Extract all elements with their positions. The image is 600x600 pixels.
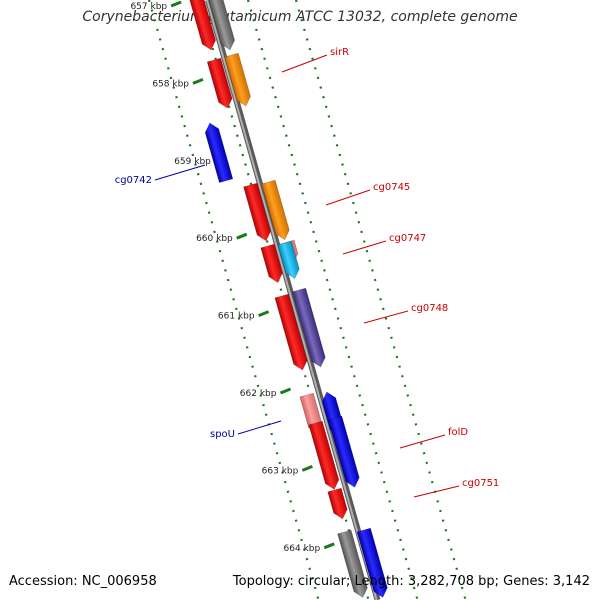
gene-arrow [327, 487, 348, 520]
genome-backbone [205, 0, 381, 600]
label-leader-line [154, 164, 206, 181]
dotted-guide-outer-right [294, 0, 467, 600]
gene-features [188, 0, 388, 598]
gene-feature [356, 527, 388, 598]
gene-arrow [277, 240, 300, 280]
gene-arrow [206, 57, 233, 109]
tick-mark [279, 387, 292, 395]
gene-label: spoU [210, 429, 235, 440]
gene-arrow [328, 415, 360, 488]
gene-feature [308, 420, 340, 490]
gene-arrow [204, 122, 234, 184]
gene-feature [260, 243, 283, 284]
gene-arrow [188, 0, 216, 51]
gene-arrow [356, 527, 388, 598]
label-leader-line [281, 54, 328, 73]
tick-mark [192, 78, 204, 85]
gene-label: cg0742 [115, 175, 152, 186]
gene-labels: sirR cg0742 cg0745 cg0747 cg0748 spoU folD cg07… [115, 47, 499, 498]
label-leader-line [342, 240, 387, 255]
dotted-guide-outer-left [147, 0, 320, 600]
label-leader-line [413, 485, 460, 498]
gene-label: sirR [330, 47, 349, 58]
map-title: Corynebacterium glutamicum ATCC 13032, c… [82, 9, 518, 25]
tick-mark [258, 310, 270, 317]
label-leader-line [325, 189, 371, 206]
gene-feature [243, 182, 271, 242]
gene-arrow [308, 420, 340, 490]
gene-arrow [243, 182, 271, 242]
tick-mark [301, 465, 313, 472]
tick-label: 663 kbp [262, 466, 299, 476]
gene-feature [328, 415, 360, 488]
tick-label: 657 kbp [130, 2, 167, 12]
gene-feature [291, 287, 326, 368]
tick-label: 662 kbp [240, 389, 277, 399]
gene-label: cg0747 [389, 233, 426, 244]
gene-feature [204, 122, 234, 184]
gene-arrow [260, 243, 283, 284]
gene-arrow [337, 529, 368, 598]
label-leader-line [399, 434, 446, 449]
gene-feature [337, 529, 368, 598]
gene-feature [188, 0, 216, 51]
tick-label: 658 kbp [152, 79, 189, 89]
tick-label: 661 kbp [218, 312, 255, 322]
gene-feature [224, 52, 251, 107]
gene-label: cg0748 [411, 303, 448, 314]
gene-arrow [261, 179, 290, 241]
gene-feature [261, 179, 290, 241]
tick-label: 660 kbp [196, 234, 233, 244]
backbone-highlight [206, 0, 378, 600]
tick-mark [323, 542, 335, 550]
gene-arrow [291, 287, 326, 368]
gene-feature [206, 57, 233, 109]
gene-label: folD [448, 427, 468, 438]
tick-label: 659 kbp [174, 157, 211, 167]
gene-feature [327, 487, 348, 520]
gene-label: cg0745 [373, 182, 410, 193]
genome-summary-text: Topology: circular; Length: 3,282,708 bp… [232, 574, 590, 589]
dotted-guide-inner-right [246, 0, 419, 600]
gene-feature [207, 0, 235, 51]
label-leader-line [237, 420, 282, 435]
gene-arrow [224, 52, 251, 107]
tick-mark [170, 0, 182, 8]
gene-label: cg0751 [462, 478, 499, 489]
accession-text: Accession: NC_006958 [9, 574, 157, 589]
tick-mark [236, 232, 248, 240]
gene-feature [274, 293, 308, 371]
label-leader-line [363, 310, 409, 324]
kbp-ticks: 657 kbp 658 kbp 659 kbp 660 kbp 661 kbp 662 k… [130, 0, 335, 554]
gene-feature [277, 240, 300, 280]
gene-arrow [207, 0, 235, 51]
tick-label: 664 kbp [284, 544, 321, 554]
gene-arrow [274, 293, 308, 371]
